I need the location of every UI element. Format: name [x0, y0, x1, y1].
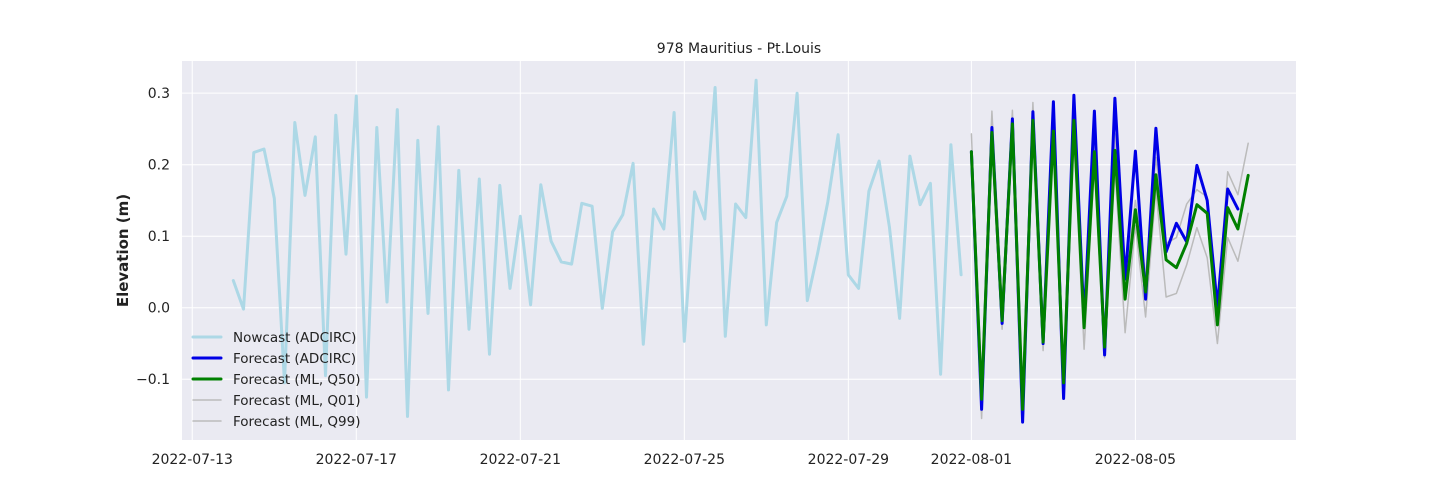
series-line	[969, 118, 1250, 411]
legend-label: Forecast (ML, Q01)	[233, 393, 361, 409]
legend-label: Forecast (ADCIRC)	[233, 351, 356, 367]
y-tick-label: −0.1	[136, 372, 170, 388]
x-tick-label: 2022-07-29	[808, 452, 889, 468]
y-tick-label: 0.0	[148, 301, 170, 317]
grid	[182, 61, 1296, 440]
legend: Nowcast (ADCIRC) Forecast (ADCIRC) Forecas…	[191, 330, 361, 430]
x-tick-label: 2022-08-05	[1095, 452, 1176, 468]
y-tick-label: 0.2	[148, 158, 170, 174]
legend-label: Forecast (ML, Q50)	[233, 372, 361, 388]
series-layer	[231, 78, 1250, 424]
axis-ticks: −0.1 0.0 0.1 0.2 0.3 2022-07-13 2022-07-17 2022…	[136, 86, 1176, 468]
x-tick-label: 2022-07-13	[152, 452, 233, 468]
legend-label: Forecast (ML, Q99)	[233, 414, 361, 430]
y-tick-label: 0.3	[148, 86, 170, 102]
series-line	[231, 78, 963, 418]
y-axis-label: Elevation (m)	[114, 194, 132, 307]
x-tick-label: 2022-07-21	[480, 452, 561, 468]
legend-label: Nowcast (ADCIRC)	[233, 330, 356, 346]
y-tick-label: 0.1	[148, 229, 170, 245]
chart-title: 978 Mauritius - Pt.Louis	[657, 41, 821, 57]
x-tick-label: 2022-07-25	[644, 452, 725, 468]
x-tick-label: 2022-08-01	[931, 452, 1012, 468]
x-tick-label: 2022-07-17	[316, 452, 397, 468]
